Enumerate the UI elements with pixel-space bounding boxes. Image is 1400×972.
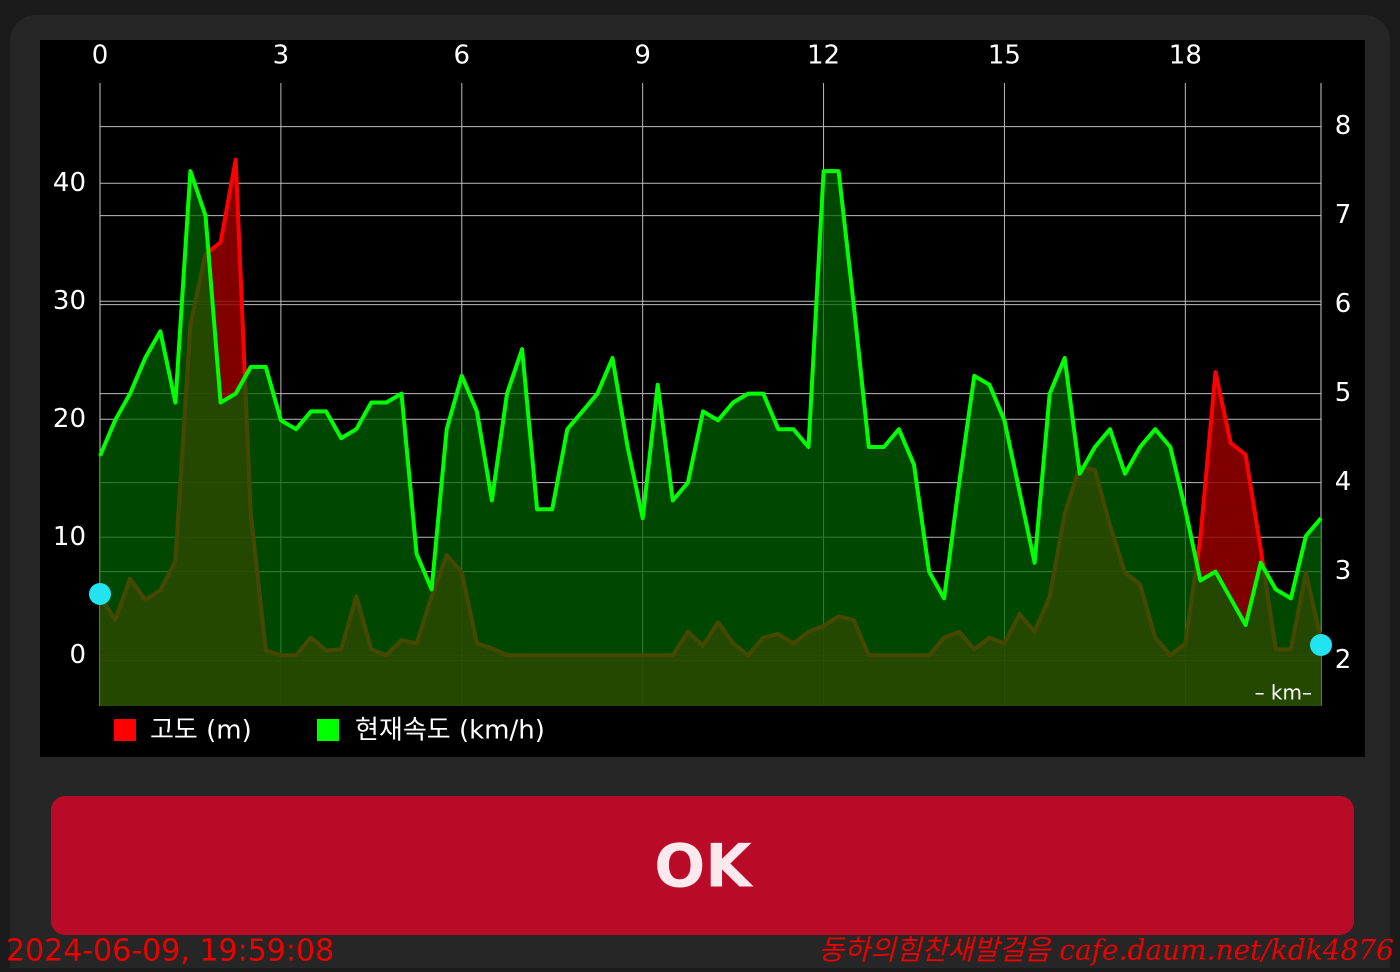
y2-tick-label: 6 xyxy=(1335,289,1352,319)
y-tick-label: 30 xyxy=(53,286,86,316)
ok-button[interactable] xyxy=(51,796,1354,935)
y-tick-label: 40 xyxy=(53,168,86,198)
y2-tick-label: 8 xyxy=(1335,111,1352,141)
legend-swatch xyxy=(317,719,339,741)
handle xyxy=(89,583,111,605)
legend-swatch xyxy=(114,719,136,741)
x-tick-label: 18 xyxy=(1169,41,1202,71)
ok-label[interactable]: OK xyxy=(654,832,754,902)
legend-label: 현재속도 (km/h) xyxy=(355,716,545,746)
x-tick-label: 15 xyxy=(988,41,1021,71)
x-tick-label: 12 xyxy=(807,41,840,71)
x-tick-label: 0 xyxy=(92,41,109,71)
y-tick-label: 0 xyxy=(69,640,86,670)
y2-tick-label: 2 xyxy=(1335,645,1352,675)
handle xyxy=(1310,634,1332,656)
y2-tick-label: 4 xyxy=(1335,467,1352,497)
line xyxy=(98,169,1323,627)
y2-tick-label: 5 xyxy=(1335,378,1352,408)
chart: 0 3 6 9 12 15 18 0 10 20 30 40 2 3 4 5 6 7 8 고도 (m) 현재속도 (km… xyxy=(53,41,1351,746)
watermark: 동하의힘찬새발걸음 cafe.daum.net/kdk4876 xyxy=(819,934,1394,967)
x-tick-label: 3 xyxy=(273,41,290,71)
y2-tick-label: 7 xyxy=(1335,200,1352,230)
y-tick-label: 20 xyxy=(53,404,86,434)
y2-tick-label: 3 xyxy=(1335,556,1352,586)
area xyxy=(100,171,1321,707)
legend-label: 고도 (m) xyxy=(150,716,252,746)
y-tick-label: 10 xyxy=(53,522,86,552)
timestamp: 2024-06-09, 19:59:08 xyxy=(6,934,334,969)
x-tick-label: 9 xyxy=(634,41,651,71)
x-tick-label: 6 xyxy=(454,41,471,71)
x-axis-label: – km– xyxy=(1255,681,1312,705)
